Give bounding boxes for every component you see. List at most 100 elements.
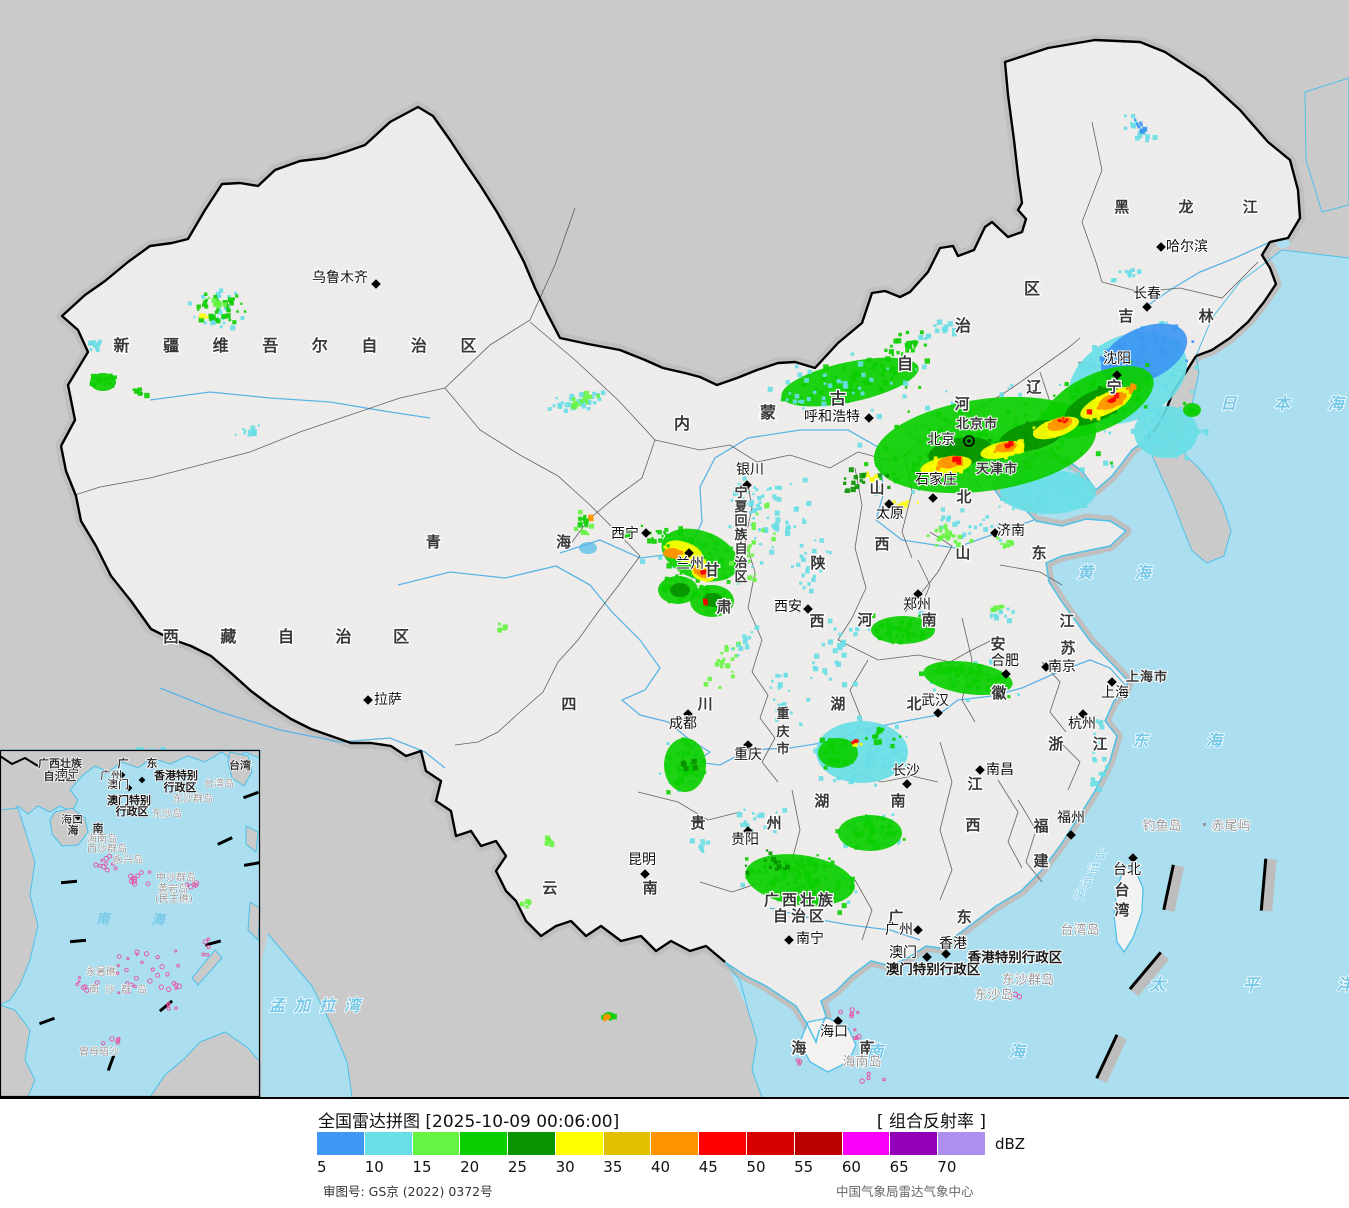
echo-speckle — [1144, 435, 1148, 440]
label-北京市: 北京市 — [956, 416, 998, 432]
city-label-太原[interactable]: 太原 — [875, 505, 905, 523]
echo-speckle — [691, 771, 695, 775]
echo-speckle — [1137, 269, 1142, 274]
city-label-昆明[interactable]: 昆明 — [627, 851, 657, 869]
echo-speckle — [885, 473, 889, 478]
city-label-南昌[interactable]: 南昌 — [985, 761, 1015, 779]
echo-speckle — [783, 860, 787, 864]
city-label-武汉[interactable]: 武汉 — [920, 692, 950, 710]
echo-speckle — [225, 304, 229, 308]
city-label-乌鲁木齐[interactable]: 乌鲁木齐 — [311, 269, 369, 287]
echo-speckle — [986, 673, 990, 678]
echo-speckle — [812, 870, 815, 873]
echo-speckle — [937, 475, 942, 479]
echo-speckle — [703, 601, 708, 606]
city-label-沈阳[interactable]: 沈阳 — [1102, 350, 1132, 368]
capital-marker-beijing[interactable] — [963, 435, 975, 447]
echo-speckle — [1098, 771, 1103, 776]
echo-speckle — [890, 366, 896, 372]
echo-speckle — [907, 637, 911, 641]
province-boundary-0 — [74, 207, 576, 496]
city-label-上海[interactable]: 上海 — [1100, 684, 1130, 702]
echo-speckle — [875, 631, 878, 634]
echo-speckle — [1090, 418, 1093, 421]
echo-speckle — [745, 874, 751, 879]
echo-speckle — [804, 377, 809, 383]
city-label-石家庄[interactable]: 石家庄 — [914, 470, 958, 489]
echo-speckle — [744, 637, 748, 641]
echo-speckle — [821, 396, 826, 401]
echo-speckle — [212, 302, 218, 307]
echo-speckle — [878, 843, 881, 846]
echo-speckle — [831, 397, 835, 401]
city-label-贵阳[interactable]: 贵阳 — [730, 831, 760, 849]
city-label-兰州[interactable]: 兰州 — [675, 555, 705, 573]
city-label-长沙[interactable]: 长沙 — [891, 762, 921, 780]
city-label-澳门[interactable]: 澳门 — [888, 944, 918, 962]
city-label-香港[interactable]: 香港 — [938, 935, 968, 953]
echo-speckle — [707, 552, 710, 555]
city-label-广州[interactable]: 广州 — [884, 921, 914, 939]
city-label-福州[interactable]: 福州 — [1056, 809, 1086, 827]
label-甘: 甘 — [704, 561, 719, 579]
city-label-郑州[interactable]: 郑州 — [902, 596, 932, 614]
echo-speckle — [683, 772, 688, 776]
echo-speckle — [708, 571, 712, 574]
echo-speckle — [830, 745, 835, 750]
city-label-合肥[interactable]: 合肥 — [990, 652, 1020, 670]
city-label-银川[interactable]: 银川 — [735, 461, 765, 479]
echo-speckle — [919, 635, 924, 640]
echo-speckle — [853, 475, 858, 480]
echo-speckle — [812, 861, 819, 867]
echo-speckle — [203, 321, 207, 325]
capital-label-北京[interactable]: 北京 — [926, 431, 956, 449]
city-label-台北[interactable]: 台北 — [1112, 861, 1142, 879]
city-label-杭州[interactable]: 杭州 — [1067, 715, 1097, 733]
city-label-西安[interactable]: 西安 — [773, 598, 803, 616]
city-label-成都[interactable]: 成都 — [668, 715, 698, 733]
echo-speckle — [766, 502, 770, 506]
echo-speckle — [1007, 545, 1010, 548]
inset-island-dot — [113, 866, 118, 871]
echo-speckle — [718, 556, 723, 561]
echo-speckle — [769, 880, 773, 885]
tick-65: 65 — [889, 1158, 909, 1176]
echo-speckle — [111, 385, 115, 388]
city-label-重庆[interactable]: 重庆 — [733, 746, 763, 764]
tick-35: 35 — [603, 1158, 623, 1176]
echo-speckle — [502, 627, 507, 631]
echo-speckle — [938, 536, 943, 541]
echo-speckle — [940, 668, 946, 674]
echo-speckle — [904, 342, 908, 346]
city-label-长春[interactable]: 长春 — [1132, 285, 1162, 303]
city-label-哈尔滨[interactable]: 哈尔滨 — [1165, 238, 1209, 256]
city-label-南宁[interactable]: 南宁 — [795, 929, 825, 948]
city-label-西宁[interactable]: 西宁 — [610, 524, 640, 543]
echo-speckle — [1020, 431, 1026, 436]
inset-island-dot — [201, 952, 206, 957]
island-dot — [849, 1013, 854, 1019]
city-label-南京[interactable]: 南京 — [1047, 658, 1077, 676]
echo-speckle — [667, 601, 671, 604]
city-label-海口[interactable]: 海口 — [819, 1023, 849, 1041]
echo-speckle — [1090, 777, 1096, 782]
echo-speckle — [961, 407, 964, 410]
echo-speckle — [218, 288, 224, 293]
label-湾: 湾 — [1086, 862, 1100, 876]
echo-speckle — [764, 870, 768, 874]
province-boundary-17 — [854, 879, 873, 941]
echo-speckle — [865, 729, 871, 735]
echo-speckle — [928, 443, 931, 447]
china-radar-map[interactable]: 黑 龙 江吉 林辽 宁新 疆 维 吾 尔 自 治 区西 藏 自 治 区内蒙古自治… — [0, 0, 1349, 1097]
city-label-济南[interactable]: 济南 — [996, 522, 1026, 540]
echo-speckle — [214, 318, 218, 322]
city-label-拉萨[interactable]: 拉萨 — [373, 691, 403, 709]
inset-island-dot — [127, 990, 131, 994]
echo-speckle — [749, 511, 752, 514]
label-吉 林: 吉 林 — [1118, 307, 1243, 325]
city-label-呼和浩特[interactable]: 呼和浩特 — [803, 408, 861, 426]
label-市: 市 — [776, 741, 789, 757]
echo-speckle — [866, 817, 870, 822]
echo-speckle — [922, 364, 927, 370]
echo-speckle — [786, 524, 791, 530]
